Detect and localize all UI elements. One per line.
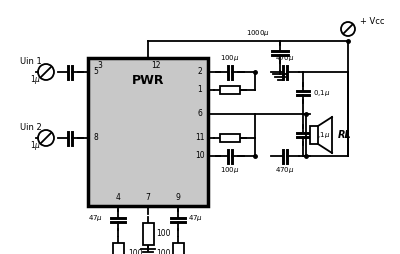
Text: 7: 7 [146,194,150,202]
Text: 100$\mu$: 100$\mu$ [220,165,240,175]
Text: 4: 4 [116,194,120,202]
Text: 100: 100 [128,249,142,254]
Text: RL: RL [338,130,352,140]
Text: 1000$\mu$: 1000$\mu$ [246,28,270,38]
Bar [112,243,124,254]
Bar [88,58,208,206]
Text: 3: 3 [98,61,102,71]
Text: 1: 1 [198,86,202,94]
Text: 8: 8 [94,134,98,142]
Text: 470$\mu$: 470$\mu$ [275,53,295,63]
Text: + Vcc: + Vcc [360,17,384,25]
Bar [142,223,154,245]
Bar [310,126,318,144]
Text: 100: 100 [156,230,170,239]
Text: 100$\mu$: 100$\mu$ [220,53,240,63]
Text: 1$\mu$: 1$\mu$ [30,139,41,152]
Text: 9: 9 [176,194,180,202]
Bar [220,134,240,142]
Text: 11: 11 [195,134,205,142]
Text: 0,1$\mu$: 0,1$\mu$ [313,88,330,98]
Text: 47$\mu$: 47$\mu$ [188,213,203,223]
Text: Uin 1: Uin 1 [20,57,42,67]
Text: 47$\mu$: 47$\mu$ [88,213,104,223]
Text: 1$\mu$: 1$\mu$ [30,73,41,87]
Text: 5: 5 [94,68,98,76]
Text: 12: 12 [151,61,161,71]
Text: PWR: PWR [132,73,164,87]
Text: 2: 2 [198,68,202,76]
Text: 0,1$\mu$: 0,1$\mu$ [313,130,330,140]
Bar [172,243,184,254]
Text: 6: 6 [198,109,202,119]
Bar [220,86,240,94]
Text: 100: 100 [156,249,170,254]
Text: Uin 2: Uin 2 [20,123,42,133]
Text: 470$\mu$: 470$\mu$ [275,165,295,175]
Text: 10: 10 [195,151,205,161]
